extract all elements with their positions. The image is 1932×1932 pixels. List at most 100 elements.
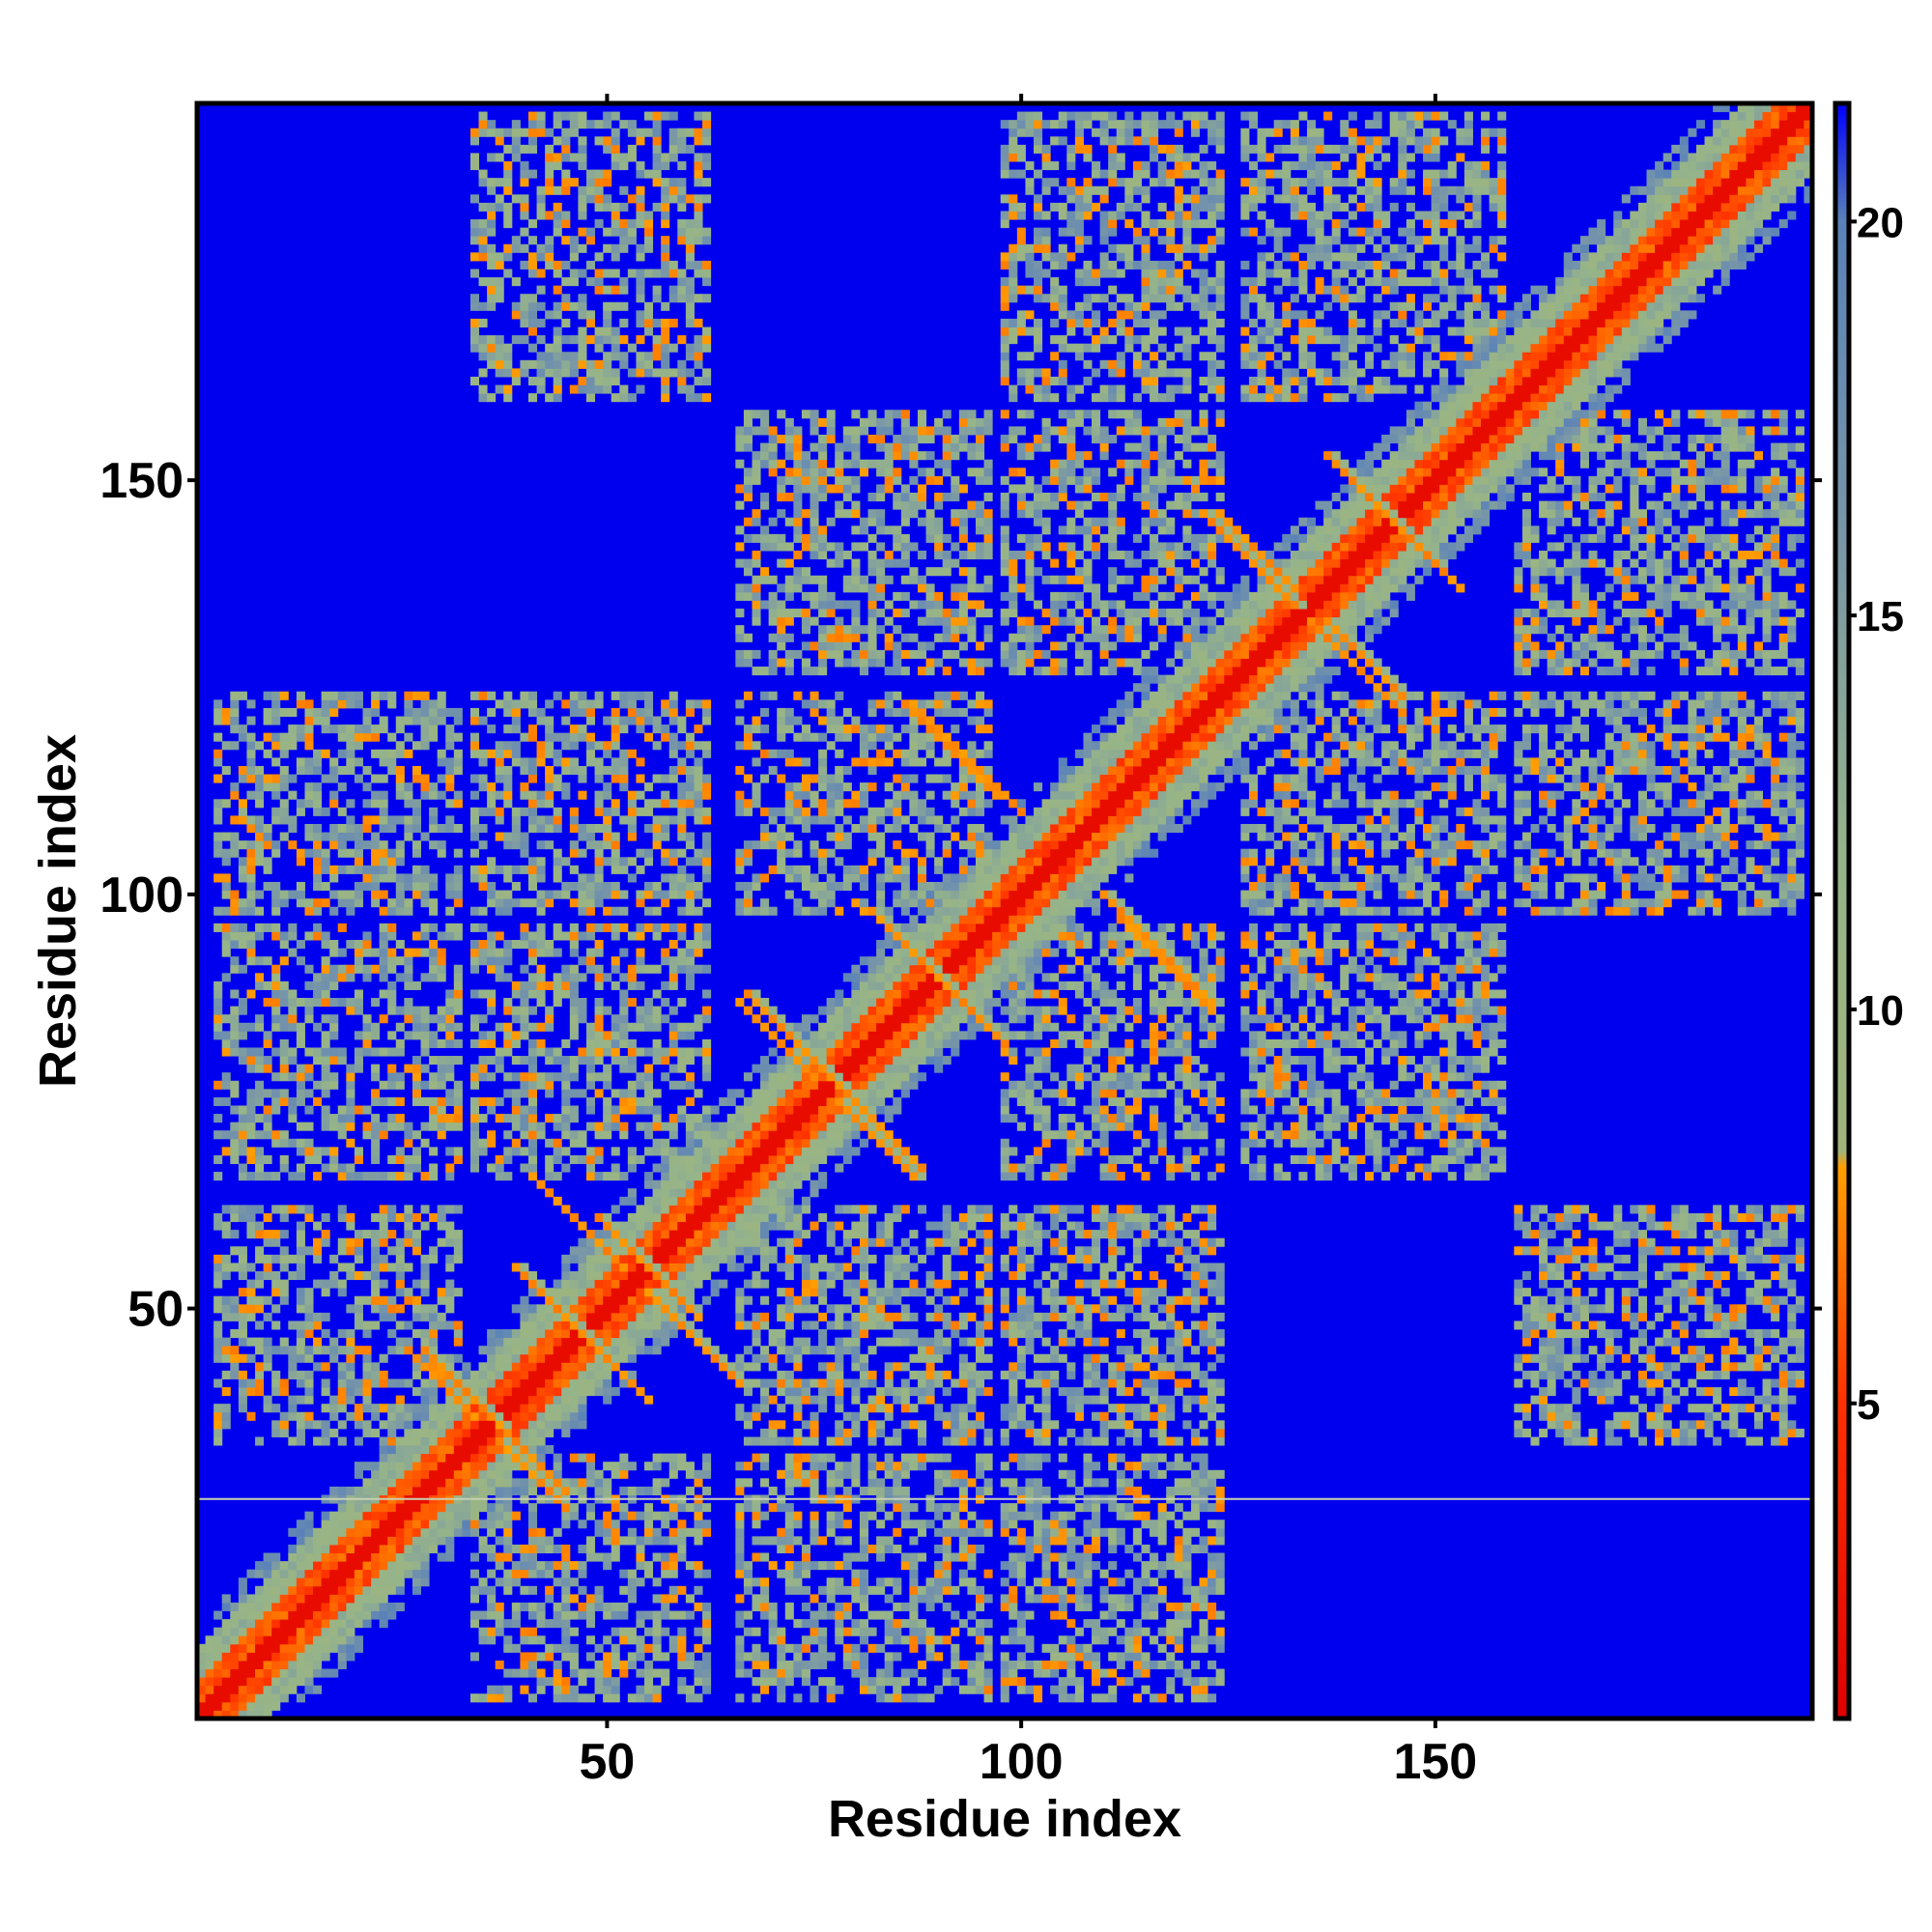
heatmap-cell xyxy=(611,1022,620,1032)
heatmap-cell xyxy=(487,1337,497,1347)
heatmap-cell xyxy=(603,1652,612,1662)
heatmap-cell xyxy=(619,219,629,229)
heatmap-cell xyxy=(437,1022,446,1032)
heatmap-cell xyxy=(652,832,662,841)
heatmap-cell xyxy=(536,335,546,345)
heatmap-cell xyxy=(743,857,753,867)
heatmap-cell xyxy=(603,741,612,751)
heatmap-cell xyxy=(627,1080,637,1090)
heatmap-cell xyxy=(503,128,513,137)
heatmap-cell xyxy=(527,1096,538,1106)
heatmap-cell xyxy=(313,1561,323,1571)
heatmap-cell xyxy=(636,1254,645,1264)
heatmap-cell xyxy=(387,1610,397,1620)
heatmap-cell xyxy=(627,998,637,1008)
heatmap-cell xyxy=(652,1295,662,1305)
heatmap-cell xyxy=(420,1462,430,1471)
heatmap-cell xyxy=(495,1370,504,1379)
heatmap-cell xyxy=(702,1346,712,1355)
heatmap-cell xyxy=(619,227,629,237)
heatmap-cell xyxy=(429,964,439,974)
heatmap-cell xyxy=(371,1246,381,1256)
heatmap-cell xyxy=(677,1147,687,1156)
heatmap-cell xyxy=(702,931,712,941)
heatmap-cell xyxy=(768,1635,778,1645)
heatmap-cell xyxy=(760,1056,770,1065)
heatmap-cell xyxy=(313,1337,323,1347)
heatmap-cell xyxy=(603,857,612,867)
heatmap-cell xyxy=(719,1212,728,1223)
heatmap-cell xyxy=(668,1585,678,1595)
heatmap-cell xyxy=(437,1404,446,1413)
heatmap-cell xyxy=(511,301,521,311)
heatmap-cell xyxy=(221,1221,231,1231)
heatmap-cell xyxy=(478,178,488,187)
heatmap-cell xyxy=(561,1387,571,1397)
heatmap-cell xyxy=(221,1038,231,1048)
heatmap-cell xyxy=(561,1677,571,1687)
heatmap-cell xyxy=(404,1411,413,1421)
heatmap-cell xyxy=(668,269,678,278)
heatmap-cell xyxy=(478,1478,488,1488)
heatmap-cell xyxy=(371,749,381,758)
heatmap-cell xyxy=(255,931,265,941)
heatmap-cell xyxy=(478,393,488,403)
heatmap-cell xyxy=(511,1643,521,1653)
heatmap-cell xyxy=(263,1337,272,1347)
heatmap-cell xyxy=(536,980,546,990)
heatmap-cell xyxy=(611,840,620,850)
heatmap-cell xyxy=(420,948,430,957)
heatmap-cell xyxy=(636,1072,645,1082)
heatmap-cell xyxy=(603,1387,612,1397)
heatmap-cell xyxy=(511,1304,521,1314)
heatmap-cell xyxy=(304,898,314,908)
heatmap-cell xyxy=(395,1072,405,1082)
heatmap-cell xyxy=(354,956,363,966)
heatmap-cell xyxy=(578,765,587,776)
heatmap-cell xyxy=(702,368,712,378)
heatmap-cell xyxy=(420,1511,430,1520)
heatmap-cell xyxy=(527,940,538,950)
heatmap-cell xyxy=(437,1420,446,1430)
heatmap-cell xyxy=(230,1668,240,1678)
heatmap-cell xyxy=(760,1212,770,1223)
heatmap-cell xyxy=(585,741,596,751)
heatmap-cell xyxy=(520,765,529,776)
heatmap-cell xyxy=(719,1147,728,1156)
heatmap-cell xyxy=(503,1337,513,1347)
heatmap-cell xyxy=(213,699,223,709)
heatmap-cell xyxy=(296,1520,305,1529)
heatmap-cell xyxy=(263,1404,272,1413)
heatmap-cell xyxy=(420,1312,430,1321)
heatmap-cell xyxy=(511,989,521,999)
heatmap-cell xyxy=(527,1321,538,1330)
heatmap-cell xyxy=(271,1585,281,1595)
heatmap-cell xyxy=(255,1304,265,1314)
heatmap-cell xyxy=(585,318,596,327)
heatmap-cell xyxy=(420,1544,430,1554)
heatmap-cell xyxy=(685,1594,695,1604)
heatmap-cell xyxy=(429,1436,439,1446)
heatmap-cell xyxy=(304,1138,314,1148)
heatmap-cell xyxy=(644,1080,654,1090)
heatmap-cell xyxy=(536,252,546,262)
heatmap-cell xyxy=(255,890,265,899)
heatmap-cell xyxy=(760,1154,770,1165)
heatmap-cell xyxy=(636,243,645,253)
heatmap-cell xyxy=(511,865,521,874)
heatmap-cell xyxy=(387,1096,397,1106)
heatmap-cell xyxy=(354,1520,363,1529)
heatmap-cell xyxy=(495,1329,504,1339)
heatmap-cell xyxy=(437,707,446,717)
heatmap-cell xyxy=(545,144,554,154)
heatmap-cell xyxy=(743,1205,753,1214)
heatmap-cell xyxy=(702,1047,712,1057)
heatmap-cell xyxy=(527,1536,538,1546)
heatmap-cell xyxy=(702,832,712,841)
heatmap-cell xyxy=(420,741,430,751)
heatmap-cell xyxy=(420,699,430,709)
heatmap-cell xyxy=(404,1420,413,1430)
heatmap-cell xyxy=(271,1677,281,1687)
heatmap-cell xyxy=(677,1635,687,1645)
heatmap-cell xyxy=(520,1428,529,1437)
